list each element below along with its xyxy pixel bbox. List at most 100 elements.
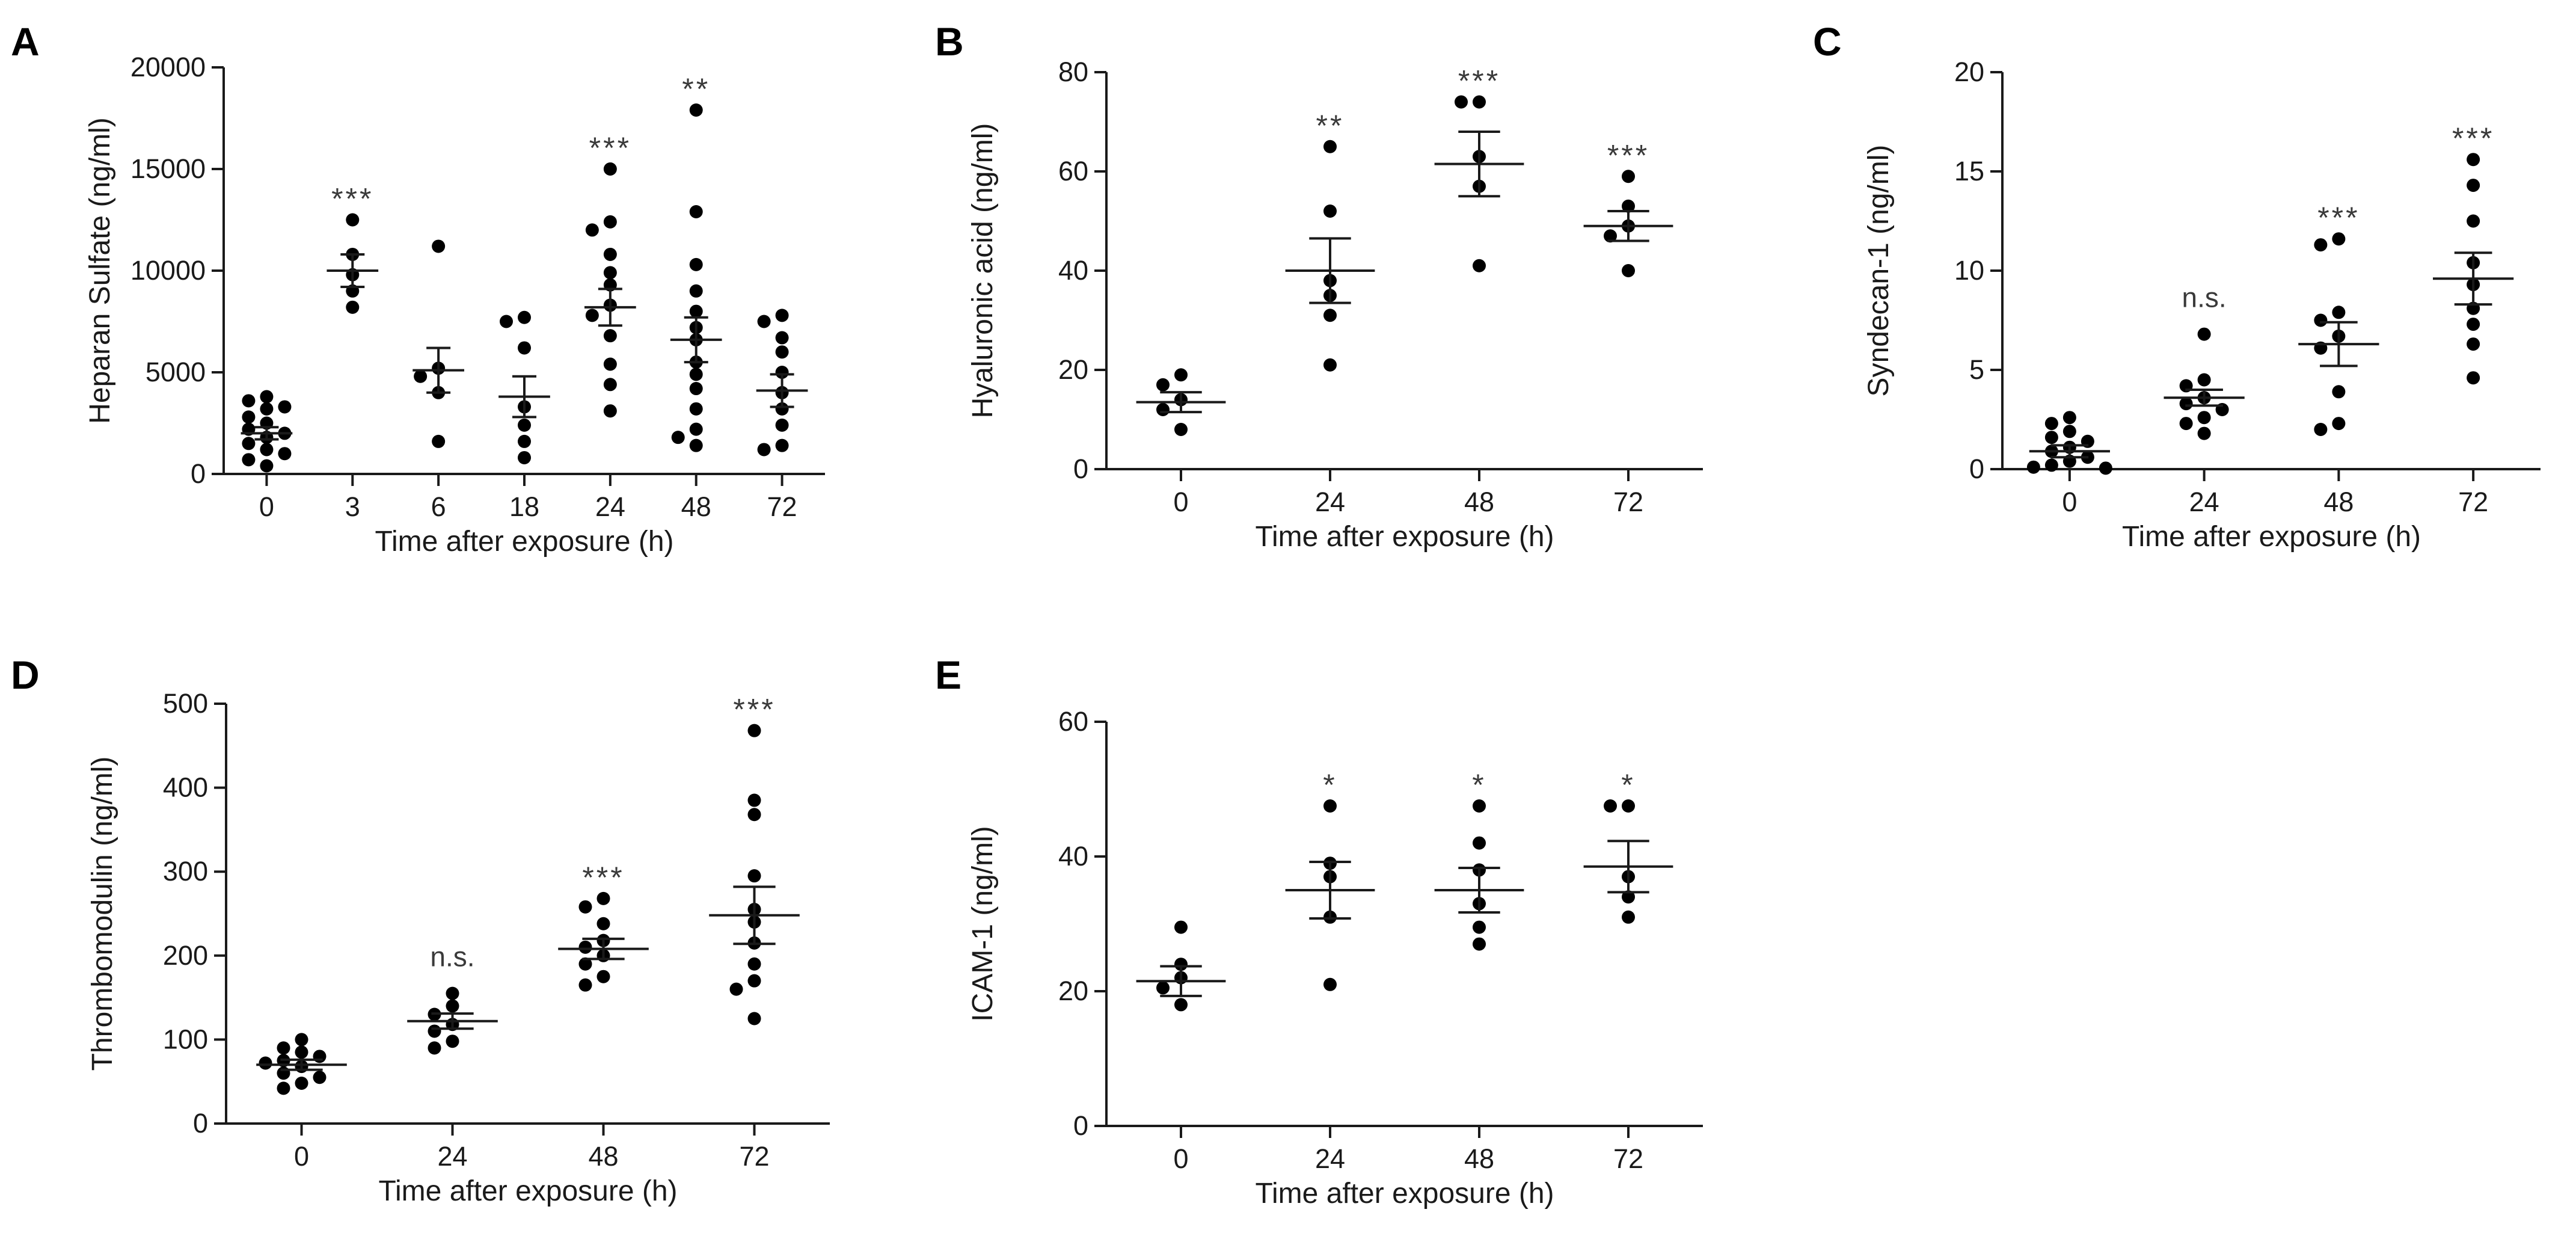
group-24: *** <box>584 131 636 418</box>
data-point <box>242 410 256 424</box>
data-point <box>1604 799 1617 813</box>
data-point <box>242 394 256 408</box>
data-point <box>747 808 761 822</box>
x-tick-label: 48 <box>588 1141 618 1172</box>
x-tick-label: 24 <box>2189 487 2219 517</box>
y-tick-label: 200 <box>163 940 208 971</box>
data-point <box>1156 403 1170 416</box>
data-point <box>277 1041 290 1055</box>
group-0 <box>1136 920 1226 1012</box>
data-point <box>603 378 617 392</box>
data-point <box>277 1081 290 1095</box>
data-point <box>578 940 592 954</box>
data-point <box>689 422 703 436</box>
panel-c: C 0 5 10 15 20 0 24 48 72 Time after exposure (h) S… <box>1813 19 2541 553</box>
group-0 <box>256 1033 347 1095</box>
data-point <box>775 331 789 345</box>
group-6 <box>412 239 464 448</box>
data-point <box>747 957 761 971</box>
data-point <box>603 247 617 261</box>
data-point <box>1604 229 1617 243</box>
data-point <box>1473 95 1486 109</box>
data-point <box>2467 318 2480 331</box>
data-point <box>446 1035 459 1048</box>
data-point <box>1455 95 1468 109</box>
data-point <box>2044 431 2058 444</box>
data-point <box>689 402 703 416</box>
data-point <box>1622 199 1635 213</box>
x-tick-label: 0 <box>294 1141 309 1172</box>
data-point <box>260 459 274 473</box>
data-point <box>1622 264 1635 277</box>
data-point <box>2197 426 2211 440</box>
data-point <box>747 793 761 807</box>
data-point <box>2197 327 2211 341</box>
data-point <box>2026 460 2040 474</box>
data-point <box>596 970 610 983</box>
data-point <box>1323 140 1337 153</box>
data-point <box>1156 981 1170 995</box>
group-72 <box>756 309 808 457</box>
significance-label: n.s. <box>2182 282 2227 313</box>
x-tick-label: 0 <box>1173 1143 1188 1174</box>
data-point <box>1473 259 1486 272</box>
y-tick-label: 0 <box>191 458 206 489</box>
data-point <box>1323 309 1337 322</box>
data-point <box>2099 461 2112 475</box>
significance-label: *** <box>331 182 373 216</box>
x-tick-label: 72 <box>1613 487 1643 517</box>
data-point <box>689 438 703 452</box>
data-point <box>689 257 703 271</box>
y-tick-label: 40 <box>1058 841 1088 872</box>
significance-label: *** <box>1607 138 1649 172</box>
data-point <box>603 357 617 371</box>
group-0 <box>241 390 293 473</box>
data-point <box>689 304 703 318</box>
panel-e: E 0 20 40 60 0 24 48 72 Time after exposure (h) IC… <box>935 653 1703 1210</box>
data-point <box>2314 423 2328 436</box>
data-point <box>2332 385 2346 399</box>
data-point <box>259 1056 272 1070</box>
panel-a: A 0 5000 10000 15000 20000 0 3 6 18 24 48 72 Time aft… <box>11 19 825 558</box>
data-point <box>1174 998 1188 1012</box>
data-point <box>2314 313 2328 327</box>
data-point <box>2467 179 2480 192</box>
data-point <box>446 986 459 1000</box>
data-point <box>242 453 256 467</box>
x-tick-label: 24 <box>437 1141 467 1172</box>
significance-label: *** <box>589 131 631 165</box>
x-tick-label: 48 <box>1464 487 1494 517</box>
data-point <box>1323 204 1337 218</box>
group-24: ** <box>1285 109 1375 372</box>
data-point <box>603 329 617 343</box>
data-point <box>2062 411 2076 425</box>
data-point <box>1473 920 1486 934</box>
significance-label: ** <box>1316 109 1345 143</box>
y-tick-label: 100 <box>163 1024 208 1054</box>
data-point <box>2332 232 2346 246</box>
data-point <box>775 402 789 416</box>
significance-label: *** <box>1458 64 1500 98</box>
data-point <box>747 1012 761 1025</box>
group-48: ** <box>670 72 722 452</box>
y-tick-label: 0 <box>193 1108 208 1139</box>
group-72: *** <box>1583 138 1673 277</box>
group-48: *** <box>1434 64 1524 272</box>
data-point <box>578 957 592 971</box>
data-point <box>775 345 789 359</box>
y-tick-label: 10000 <box>130 255 206 286</box>
x-tick-label: 18 <box>509 491 539 522</box>
data-point <box>432 434 446 448</box>
data-point <box>518 418 531 432</box>
y-tick-label: 20 <box>1954 57 1984 87</box>
x-tick-label: 72 <box>767 491 797 522</box>
significance-label: * <box>1621 768 1635 802</box>
data-point <box>277 1066 290 1080</box>
data-point <box>313 1071 327 1084</box>
data-point <box>2332 306 2346 319</box>
y-tick-label: 0 <box>1969 454 1984 484</box>
y-tick-label: 5000 <box>146 357 206 387</box>
y-tick-label: 300 <box>163 856 208 887</box>
data-point <box>1622 910 1635 924</box>
data-point <box>1622 170 1635 183</box>
